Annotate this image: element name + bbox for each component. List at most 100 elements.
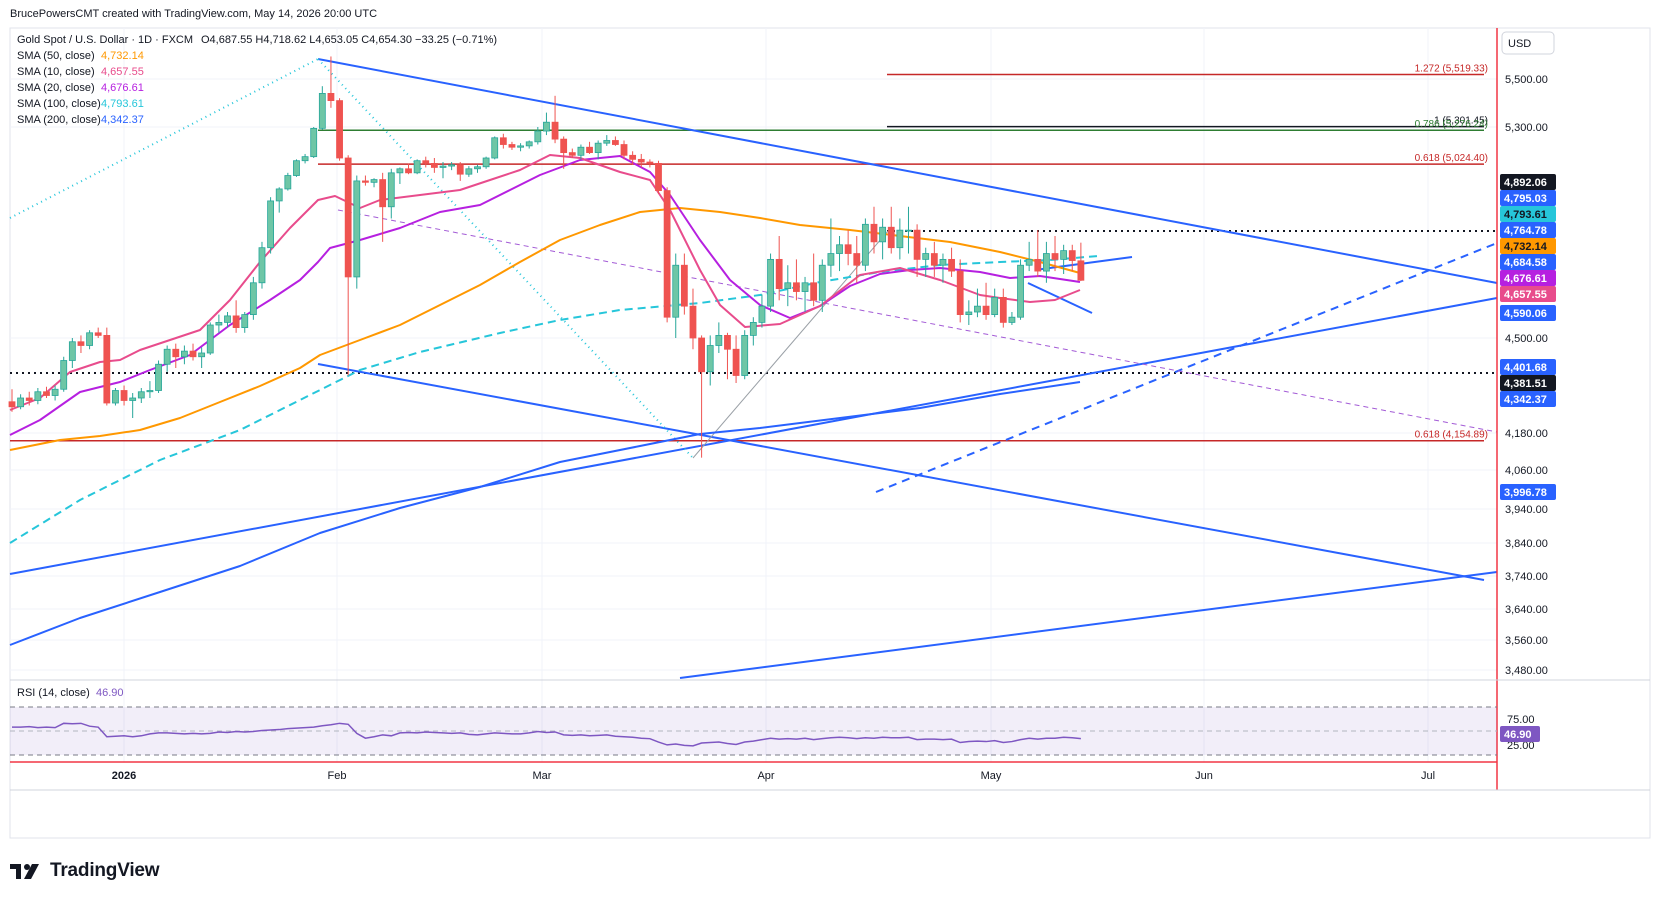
fib-label: 1 (5,301.45) — [1434, 116, 1488, 127]
moving-averages — [9, 154, 1099, 646]
candle-up — [534, 130, 542, 143]
price-badge-text: 4,676.61 — [1504, 273, 1547, 285]
dashed-channel-line — [337, 209, 1498, 433]
price-badge — [1500, 270, 1556, 286]
candle-up — [301, 156, 309, 162]
candle-up — [1060, 250, 1068, 260]
gray-diagonal — [692, 230, 889, 459]
candle-down — [612, 140, 619, 145]
y-tick-label: 4,180.00 — [1505, 428, 1548, 440]
candle-down — [887, 226, 895, 249]
y-tick-label: 3,840.00 — [1505, 538, 1548, 550]
candle-up — [879, 226, 887, 243]
candle-up — [465, 168, 473, 175]
candle-down — [793, 282, 800, 292]
price-badge-text: 4,381.51 — [1504, 378, 1547, 390]
upper-trendline — [317, 58, 1498, 284]
candle-up — [482, 157, 490, 168]
candle-up — [1025, 258, 1033, 266]
candle-down — [853, 253, 861, 266]
candle-up — [517, 145, 524, 148]
candle-down — [362, 180, 369, 183]
creator-caption: BrucePowersCMT created with TradingView.… — [10, 8, 378, 20]
y-tick-label: 4,060.00 — [1505, 465, 1548, 477]
candle-up — [939, 258, 947, 266]
lower-trendline — [317, 363, 1485, 581]
legend-value: 4,676.61 — [101, 82, 144, 94]
price-badge — [1500, 359, 1556, 375]
candle-up — [310, 127, 318, 158]
price-badge-text: 4,892.06 — [1504, 177, 1547, 189]
candle-down — [775, 258, 783, 290]
legend-label: SMA (200, close) — [17, 114, 101, 126]
candle-up — [34, 391, 42, 401]
rsi-label: RSI (14, close) — [17, 687, 90, 699]
rising-trendline — [9, 297, 1498, 575]
tradingview-logo[interactable]: TradingView — [10, 860, 160, 882]
candle-up — [137, 391, 145, 399]
candle-up — [284, 175, 292, 190]
price-badge — [1500, 286, 1556, 302]
candle-down — [8, 401, 16, 408]
candle-up — [1008, 316, 1016, 323]
x-tick-label: May — [981, 770, 1002, 782]
price-badge — [1500, 238, 1556, 254]
candle-down — [172, 348, 180, 358]
sma100-line — [9, 255, 1099, 544]
x-tick-label: Jun — [1195, 770, 1213, 782]
brand-name: TradingView — [50, 860, 160, 881]
candle-up — [60, 360, 68, 390]
candle-down — [422, 160, 430, 164]
x-tick-label: Jul — [1421, 770, 1435, 782]
candle-down — [870, 223, 878, 243]
fib-label: 0.618 (4,154.89) — [1415, 430, 1488, 441]
currency-button — [1501, 31, 1555, 55]
candle-down — [499, 137, 507, 145]
candle-down — [336, 100, 343, 159]
candle-down — [405, 168, 412, 174]
y-tick-label: 3,740.00 — [1505, 571, 1548, 583]
y-tick-label: 3,560.00 — [1505, 635, 1548, 647]
candle-up — [163, 348, 171, 365]
price-badge-text: 4,684.58 — [1504, 257, 1547, 269]
candle-up — [594, 142, 602, 154]
candle-up — [224, 315, 231, 323]
candle-down — [232, 315, 240, 328]
long-rising-trendline — [679, 571, 1498, 679]
candle-up — [155, 363, 162, 391]
time-axis[interactable]: 2026 Feb Mar Apr May Jun Jul — [10, 770, 1650, 791]
candles — [8, 56, 1085, 458]
sma10-line — [9, 154, 1081, 411]
legend-label: SMA (100, close) — [17, 98, 101, 110]
candle-down — [189, 350, 197, 358]
candle-up — [206, 324, 214, 354]
candle-up — [198, 352, 206, 358]
legend-value: 4,657.55 — [101, 66, 144, 78]
y-tick-label: 3,480.00 — [1505, 665, 1548, 677]
candle-up — [991, 296, 999, 315]
candle-down — [94, 332, 102, 336]
price-badge — [1500, 254, 1556, 270]
candle-up — [525, 141, 533, 147]
price-badge-text: 3,996.78 — [1504, 487, 1547, 499]
price-axis[interactable]: USD 5,500.00 5,300.00 4,500.00 4,180.00 4,060… — [1496, 28, 1556, 790]
candle-up — [258, 247, 266, 284]
candle-down — [724, 334, 731, 350]
candle-down — [732, 348, 740, 376]
candle-up — [905, 229, 912, 232]
rsi-tick-label: 25.00 — [1507, 740, 1535, 752]
price-badge — [1500, 391, 1556, 407]
y-tick-label: 5,500.00 — [1505, 74, 1548, 86]
dashed-trendline — [875, 242, 1498, 493]
candle-down — [568, 152, 576, 156]
fib-label: 1.272 (5,519.33) — [1415, 64, 1488, 75]
sma20-line — [9, 155, 1081, 436]
candle-up — [896, 229, 904, 249]
legend: Gold Spot / U.S. Dollar · 1D · FXCM O4,68… — [17, 34, 497, 126]
candle-down — [698, 337, 705, 373]
price-badge-text: 4,732.14 — [1504, 241, 1548, 253]
candle-up — [396, 168, 404, 174]
fib-label: 0.618 (5,024.40) — [1415, 153, 1488, 164]
